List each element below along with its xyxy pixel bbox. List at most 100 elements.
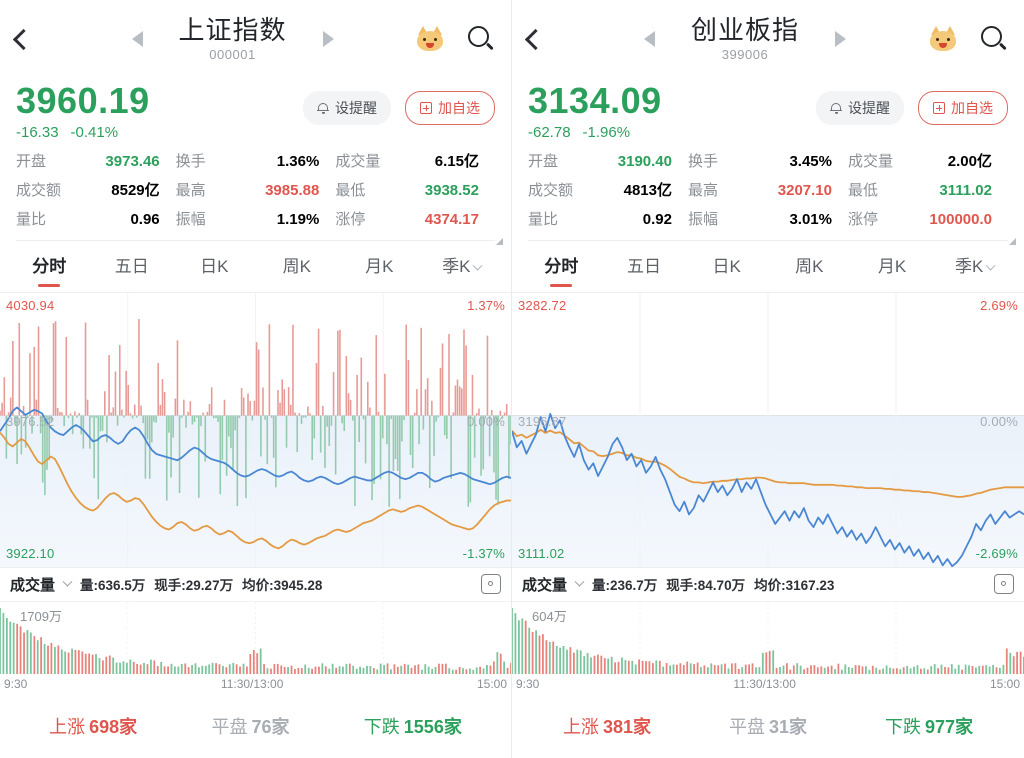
price-chart-svg — [512, 292, 1024, 567]
chevron-left-icon — [12, 28, 35, 50]
tab-intraday[interactable]: 分时 — [8, 252, 91, 281]
cat-face-icon[interactable] — [415, 26, 445, 52]
stats-grid: 开盘 3190.40 换手 3.45% 成交量 2.00亿 成交额 4813亿 最高 32… — [528, 150, 1008, 229]
stat-value: 3190.40 — [617, 152, 672, 170]
triangle-left-icon[interactable] — [131, 31, 143, 47]
price-chart-svg — [0, 292, 511, 567]
stat-low: 最低 3938.52 — [335, 179, 495, 200]
intraday-price-chart[interactable]: 4030.94 1.37% 3976.52 0.00% 3922.10 -1.3… — [0, 292, 511, 568]
price-change: -16.33 — [16, 123, 59, 141]
chart-bottom-price: 3111.02 — [518, 545, 565, 561]
set-alert-button[interactable]: 设提醒 — [816, 91, 904, 125]
axis-close-time: 15:00 — [476, 676, 507, 691]
tab-five-day[interactable]: 五日 — [603, 252, 686, 281]
stat-key: 涨停 — [335, 210, 366, 228]
expand-corner-icon[interactable] — [1009, 237, 1016, 245]
intraday-volume-chart[interactable]: 1709万 — [0, 601, 511, 674]
title-area: 上证指数 000001 — [50, 16, 415, 62]
triangle-right-icon[interactable] — [835, 31, 846, 47]
stat-limit-up: 涨停 100000.0 — [848, 208, 1008, 229]
volume-total: 量:236.7万 — [592, 578, 658, 594]
tab-quarterly-k[interactable]: 季K — [933, 252, 1016, 281]
search-icon[interactable] — [980, 25, 1008, 53]
chart-top-price: 3282.72 — [518, 297, 567, 313]
breadth-unchanged: 平盘 31家 — [729, 713, 807, 739]
quote-summary: 3134.09 -62.78 -1.96% 设提醒 加自选 — [512, 78, 1024, 245]
set-alert-button[interactable]: 设提醒 — [303, 91, 391, 125]
breadth-declining: 下跌 977家 — [885, 713, 973, 739]
stat-volume-ratio: 量比 0.92 — [528, 208, 688, 229]
tab-weekly-k[interactable]: 周K — [256, 252, 339, 281]
axis-open-time: 9:30 — [516, 676, 540, 691]
add-to-watchlist-button[interactable]: 加自选 — [918, 91, 1008, 125]
search-icon[interactable] — [467, 25, 495, 53]
stat-open: 开盘 3190.40 — [528, 150, 688, 171]
stat-value: 1.36% — [276, 152, 320, 170]
chart-mid-pct: 0.00% — [980, 413, 1018, 429]
back-button[interactable] — [524, 28, 562, 50]
breadth-label: 下跌 — [884, 716, 921, 737]
tab-five-day[interactable]: 五日 — [91, 252, 174, 281]
volume-title[interactable]: 成交量 — [10, 576, 56, 594]
tab-monthly-k[interactable]: 月K — [338, 252, 421, 281]
stat-amplitude: 振幅 3.01% — [688, 208, 848, 229]
breadth-value: 698家 — [89, 716, 138, 737]
back-button[interactable] — [12, 28, 50, 50]
quote-summary: 3960.19 -16.33 -0.41% 设提醒 加自选 — [0, 78, 511, 245]
chart-mid-pct: 0.00% — [467, 413, 505, 429]
average-price: 均价:3945.28 — [242, 578, 323, 594]
stat-key: 成交量 — [848, 152, 894, 170]
chart-bottom-pct: -1.37% — [462, 545, 505, 561]
stat-key: 换手 — [175, 152, 206, 170]
intraday-price-chart[interactable]: 3282.72 2.69% 3196.87 0.00% 3111.02 -2.6… — [512, 292, 1024, 568]
breadth-declining: 下跌 1556家 — [364, 713, 462, 739]
stat-turnover-rate: 换手 1.36% — [176, 150, 336, 171]
stat-key: 最低 — [335, 181, 366, 199]
tab-daily-k[interactable]: 日K — [685, 252, 768, 281]
breadth-advancing: 上涨 698家 — [49, 713, 137, 739]
set-alert-label: 设提醒 — [335, 100, 377, 116]
tab-monthly-k[interactable]: 月K — [851, 252, 934, 281]
triangle-left-icon[interactable] — [644, 31, 655, 47]
stat-value: 0.96 — [130, 210, 160, 228]
chevron-down-icon[interactable] — [574, 576, 585, 587]
stat-key: 成交额 — [528, 181, 574, 199]
header-bar: 上证指数 000001 — [0, 0, 511, 78]
title-block: 创业板指 399006 — [685, 16, 805, 63]
stat-value: 3985.88 — [265, 181, 320, 199]
tab-daily-k[interactable]: 日K — [173, 252, 256, 281]
crosshair-icon[interactable] — [481, 574, 501, 595]
stat-key: 换手 — [688, 152, 719, 170]
stat-turnover-amount: 成交额 4813亿 — [528, 179, 688, 200]
add-to-watchlist-button[interactable]: 加自选 — [405, 91, 495, 125]
crosshair-icon[interactable] — [994, 574, 1014, 595]
chart-bottom-pct: -2.69% — [975, 545, 1018, 561]
stat-key: 涨停 — [848, 210, 879, 228]
tab-label: 周K — [282, 256, 311, 276]
stat-value: 3.45% — [789, 152, 832, 170]
stats-grid: 开盘 3973.46 换手 1.36% 成交量 6.15亿 成交额 8529亿 最高 39… — [16, 150, 495, 229]
expand-corner-icon[interactable] — [496, 237, 503, 245]
intraday-volume-chart[interactable]: 604万 — [512, 601, 1024, 674]
chevron-down-icon — [472, 260, 483, 271]
stat-value: 3938.52 — [424, 181, 479, 199]
tab-label: 季K — [955, 256, 984, 276]
stat-value: 8529亿 — [111, 181, 160, 199]
stat-key: 量比 — [16, 210, 47, 228]
stat-value: 4374.17 — [424, 210, 479, 228]
tab-weekly-k[interactable]: 周K — [768, 252, 851, 281]
chevron-left-icon — [524, 28, 547, 50]
chart-period-tabs: 分时 五日 日K 周K 月K 季K — [512, 241, 1024, 293]
chevron-down-icon[interactable] — [62, 576, 73, 587]
cat-face-icon[interactable] — [928, 26, 958, 52]
divider — [528, 239, 1008, 241]
volume-max-label: 604万 — [532, 608, 567, 624]
stat-limit-up: 涨停 4374.17 — [335, 208, 495, 229]
volume-title[interactable]: 成交量 — [522, 576, 568, 594]
tab-intraday[interactable]: 分时 — [520, 252, 603, 281]
tab-quarterly-k[interactable]: 季K — [421, 252, 504, 281]
triangle-right-icon[interactable] — [322, 31, 334, 47]
stat-value: 1.19% — [276, 210, 320, 228]
stat-volume: 成交量 2.00亿 — [848, 150, 1008, 171]
breadth-label: 上涨 — [562, 716, 599, 737]
